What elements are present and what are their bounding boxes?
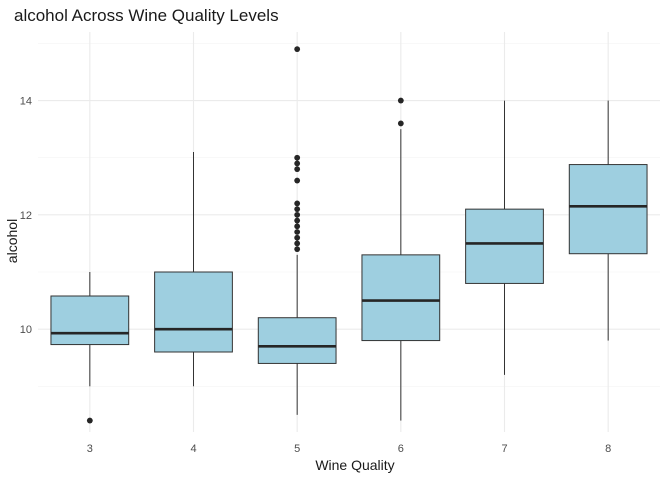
grid: [38, 32, 660, 432]
outlier-point: [294, 46, 301, 53]
iqr-box: [154, 271, 233, 353]
outlier-point: [294, 246, 301, 253]
box-quality-6: [361, 97, 441, 421]
iqr-box: [361, 254, 441, 342]
x-tick-label: 4: [190, 443, 196, 455]
box-quality-8: [568, 100, 648, 341]
boxes: [50, 46, 648, 424]
outlier-point: [294, 166, 301, 173]
box-quality-7: [465, 100, 544, 375]
x-tick-label: 5: [294, 443, 300, 455]
y-tick-labels: 10 12 14: [20, 96, 32, 337]
y-tick-label: 10: [20, 324, 32, 336]
box-quality-5: [257, 46, 337, 415]
x-tick-label: 8: [605, 443, 611, 455]
x-tick-label: 7: [501, 443, 507, 455]
outlier-point: [294, 229, 301, 235]
outlier-point: [294, 217, 301, 224]
y-axis-title: alcohol: [4, 219, 20, 263]
x-tick-label: 6: [398, 443, 404, 455]
outlier-point: [294, 160, 301, 167]
outlier-point: [397, 97, 404, 104]
outlier-point: [294, 234, 301, 241]
x-tick-label: 3: [87, 443, 93, 455]
outlier-point: [294, 154, 301, 161]
x-tick-labels: 3 4 5 6 7 8: [87, 443, 611, 455]
outlier-point: [294, 211, 301, 218]
outlier-point: [86, 417, 93, 424]
box-quality-3: [50, 272, 130, 424]
iqr-box: [257, 317, 337, 364]
x-axis-title: Wine Quality: [315, 457, 394, 473]
outlier-point: [294, 223, 301, 230]
chart-title: alcohol Across Wine Quality Levels: [14, 6, 279, 25]
outlier-point: [294, 177, 301, 184]
iqr-box: [568, 164, 648, 255]
outlier-point: [294, 240, 301, 247]
outlier-point: [294, 206, 301, 213]
iqr-box: [50, 295, 130, 346]
y-tick-label: 14: [20, 96, 32, 108]
iqr-box: [465, 208, 544, 284]
outlier-point: [397, 120, 404, 127]
box-quality-4: [154, 152, 233, 387]
y-tick-label: 12: [20, 210, 32, 222]
outlier-point: [294, 200, 301, 207]
